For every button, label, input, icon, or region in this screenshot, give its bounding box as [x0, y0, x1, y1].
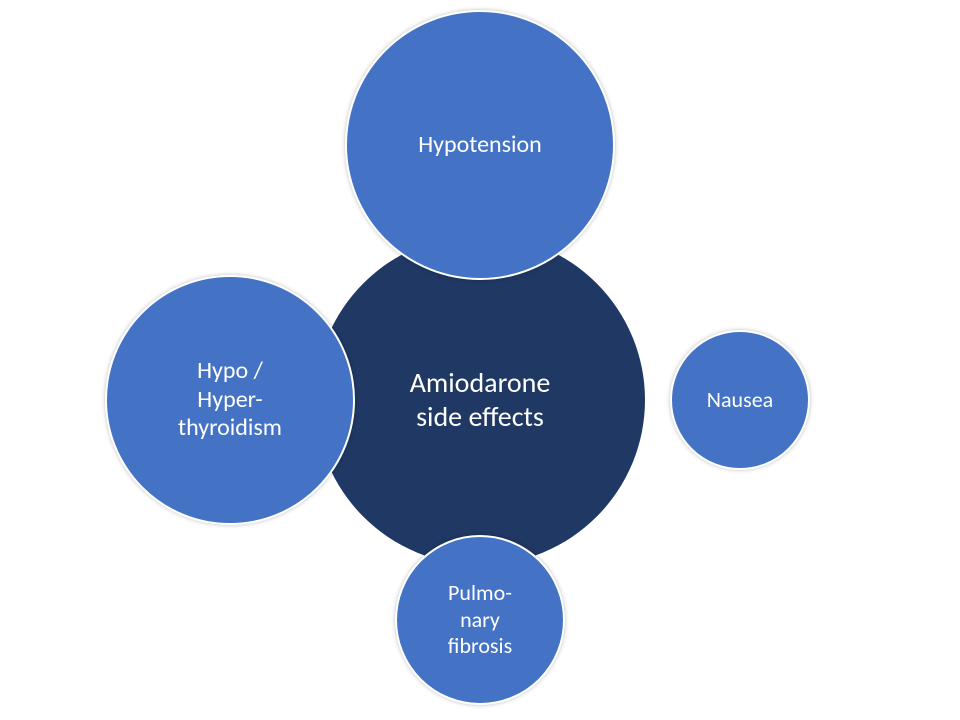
node-label: Hypotension — [408, 131, 552, 160]
node-label: Nausea — [697, 387, 783, 413]
node-label: Pulmo- nary fibrosis — [438, 580, 522, 659]
node-nausea: Nausea — [670, 330, 810, 470]
node-pulmonary-fibrosis: Pulmo- nary fibrosis — [395, 535, 565, 705]
center-node: Amiodarone side effects — [315, 235, 645, 565]
node-hypotension: Hypotension — [345, 10, 615, 280]
node-thyroidism: Hypo / Hyper- thyroidism — [105, 275, 355, 525]
diagram-stage: Amiodarone side effects Hypotension Naus… — [0, 0, 960, 720]
center-label: Amiodarone side effects — [400, 366, 561, 433]
node-label: Hypo / Hyper- thyroidism — [168, 357, 292, 443]
